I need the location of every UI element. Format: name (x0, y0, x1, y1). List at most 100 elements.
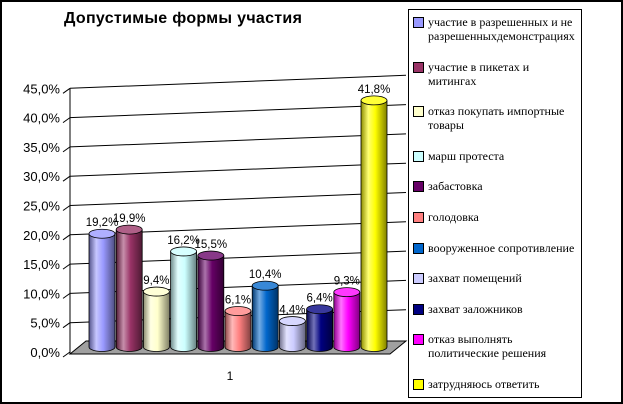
legend-item-5: забастовка (413, 179, 578, 193)
bar-top (306, 304, 334, 315)
bar-value-label: 4,4% (279, 305, 305, 317)
bar-cylinder-7: 10,4% (249, 269, 282, 352)
bar-body (170, 251, 197, 352)
legend-item-9: захват заложников (413, 302, 578, 316)
bar-value-label: 15,5% (194, 239, 227, 251)
bar-cylinder-1: 19,2% (86, 217, 119, 352)
legend-swatch-icon (413, 181, 424, 193)
gridline (69, 133, 407, 148)
y-axis-tick (62, 117, 71, 124)
legend-label: голодовка (428, 209, 479, 224)
bar-value-label: 6,4% (306, 293, 332, 305)
bar-cylinder-3: 9,4% (142, 275, 170, 352)
bar-value-label: 41,8% (358, 84, 391, 96)
y-axis-tick (62, 263, 71, 270)
legend-label: отказ покупать импортные товары (428, 104, 565, 133)
bar-body (333, 292, 361, 352)
legend-swatch-icon (413, 61, 424, 73)
y-axis-tick-label: 30,0% (23, 169, 60, 184)
gridline (69, 104, 407, 119)
legend-item-4: марш протеста (413, 149, 578, 163)
bar-value-label: 19,9% (113, 213, 146, 225)
legend-swatch-icon (413, 150, 424, 162)
legend-swatch-icon (413, 242, 424, 254)
legend-label: затрудняюсь ответить (428, 376, 540, 391)
bar-cylinder-6: 6,1% (224, 295, 252, 352)
legend-item-6: голодовка (413, 210, 578, 224)
y-axis-tick (62, 175, 71, 182)
legend-item-3: отказ покупать импортные товары (413, 104, 578, 132)
bar-body (224, 311, 252, 352)
legend-swatch-icon (413, 378, 424, 390)
bar-body (143, 291, 170, 352)
y-axis-tick-label: 45,0% (23, 81, 60, 96)
legend-label: отказ выполнять политические решения (428, 332, 547, 361)
legend-swatch-icon (413, 17, 424, 28)
legend-item-2: участие в пикетах и митингах (413, 60, 578, 88)
gridline (69, 192, 407, 206)
legend-label: участие в разрешенных и не разрешенныхде… (428, 15, 575, 43)
bar-value-label: 9,4% (143, 275, 169, 287)
legend-item-8: захват помещений (413, 271, 578, 285)
bar-cylinder-4: 16,2% (167, 235, 200, 352)
y-axis-tick (62, 292, 71, 299)
bar-top (170, 246, 198, 257)
y-axis-tick (62, 322, 71, 329)
y-axis-tick (62, 205, 71, 211)
y-axis-tick-label: 35,0% (23, 140, 60, 155)
gridline (69, 74, 407, 89)
bar-top (360, 95, 388, 106)
legend-swatch-icon (413, 334, 424, 346)
legend-swatch-icon (413, 211, 424, 223)
legend: участие в разрешенных и не разрешенныхде… (408, 9, 582, 398)
legend-swatch-icon (413, 303, 424, 315)
bar-top (224, 306, 252, 316)
y-axis-tick-label: 10,0% (23, 286, 60, 301)
bar-value-label: 6,1% (225, 295, 251, 307)
y-axis-tick-label: 15,0% (23, 257, 60, 272)
legend-label: захват заложников (428, 301, 523, 316)
bar-top (115, 224, 143, 235)
bar-top (333, 287, 361, 298)
bar-top (197, 250, 225, 261)
bar-top (278, 316, 306, 326)
bar-cylinder-2: 19,9% (113, 213, 146, 352)
legend-item-10: отказ выполнять политические решения (413, 332, 578, 360)
legend-label: забастовка (428, 179, 483, 194)
x-axis-category-label: 1 (227, 369, 234, 383)
y-axis-tick-label: 20,0% (23, 228, 60, 243)
bar-top (88, 228, 116, 239)
bar-value-label: 16,2% (167, 235, 200, 247)
legend-label: захват помещений (428, 271, 522, 286)
legend-label: вооруженное сопротивление (428, 240, 575, 255)
y-axis-tick (62, 146, 71, 153)
bar-value-label: 19,2% (86, 217, 119, 229)
bar-cylinder-8: 4,4% (278, 305, 306, 352)
legend-label: участие в пикетах и митингах (428, 59, 530, 88)
legend-label: марш протеста (428, 148, 505, 163)
bar-cylinder-9: 6,4% (306, 293, 334, 352)
legend-item-11: затрудняюсь ответить (413, 377, 578, 391)
bar-top (251, 280, 279, 291)
bar-body (251, 285, 279, 352)
bar-body (360, 100, 388, 352)
bar-body (115, 229, 143, 352)
bar-cylinder-11: 41,8% (358, 84, 391, 352)
y-axis-tick (62, 87, 71, 94)
bar-body (88, 233, 116, 352)
bar-cylinder-5: 15,5% (194, 239, 227, 352)
bar-body (306, 309, 333, 352)
y-axis-tick-label: 40,0% (23, 111, 60, 126)
legend-item-1: участие в разрешенных и не разрешенныхде… (413, 15, 578, 43)
y-axis-tick-label: 0,0% (30, 345, 60, 360)
legend-swatch-icon (413, 273, 424, 285)
bar-top (142, 286, 170, 297)
legend-item-7: вооруженное сопротивление (413, 241, 578, 255)
y-axis-tick-label: 5,0% (30, 316, 60, 331)
bar-body (279, 321, 306, 352)
bar-cylinder-10: 9,3% (333, 276, 361, 352)
gridline (69, 162, 407, 177)
bar-value-label: 10,4% (249, 269, 282, 281)
